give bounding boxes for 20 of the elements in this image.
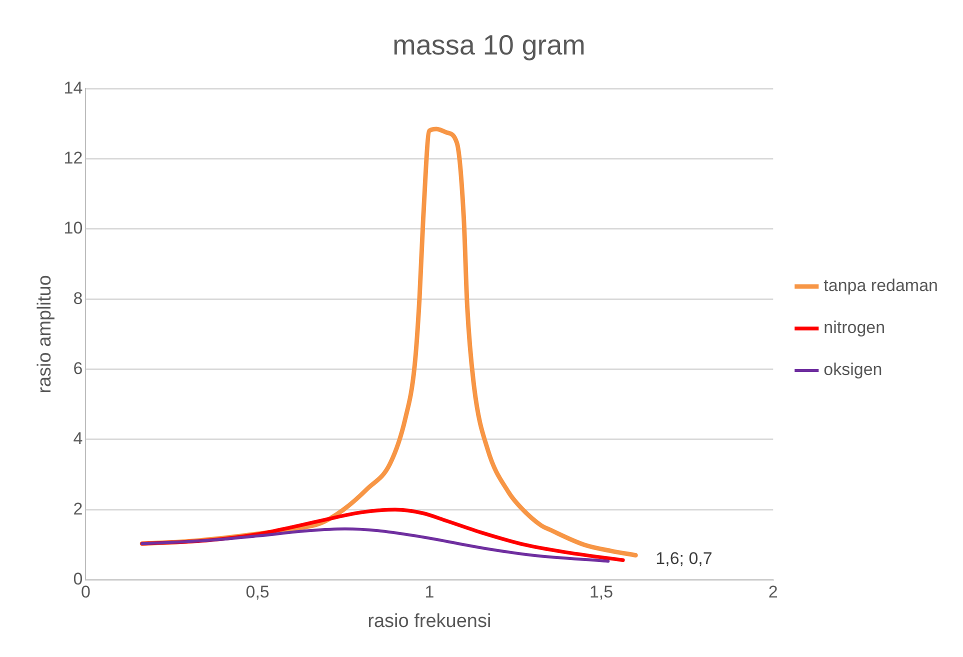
y-tick-label: 2 [73,499,83,518]
y-tick-label: 6 [73,358,83,378]
x-tick-label: 1,5 [589,582,614,602]
x-tick-label: 0,5 [246,582,270,602]
chart-title: massa 10 gram [392,30,586,61]
x-axis-title: rasio frekuensi [368,610,492,632]
x-tick-label: 1 [424,582,434,602]
legend-label: tanpa redaman [824,276,938,296]
y-tick-label: 4 [73,429,83,448]
y-tick-label: 12 [64,148,83,168]
y-tick-label: 0 [73,569,83,588]
y-axis-title: rasio amplituo [34,275,56,394]
legend-label: nitrogen [824,318,886,338]
y-tick-label: 14 [64,78,83,98]
y-tick-label: 10 [64,218,83,238]
legend-label: oksigen [824,360,882,380]
x-tick-label: 2 [768,582,778,602]
annotation: 1,6; 0,7 [656,548,712,568]
y-tick-label: 8 [73,288,83,308]
line-series [140,527,610,563]
